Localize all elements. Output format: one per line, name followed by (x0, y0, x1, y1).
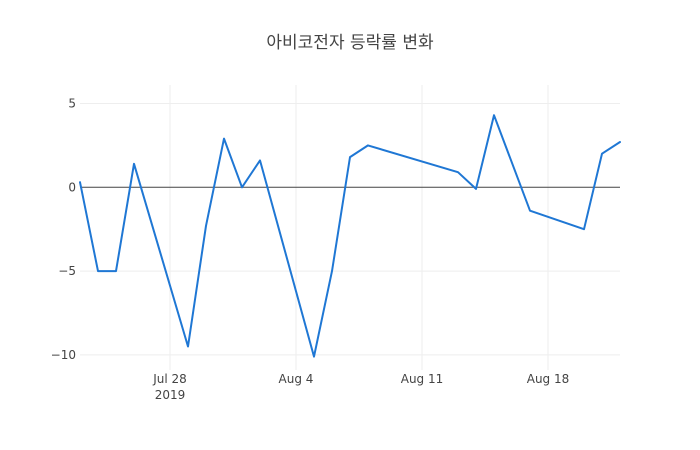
data-point[interactable] (76, 178, 84, 186)
y-tick-label-3: −10 (51, 348, 76, 362)
x-tick-label-0: Jul 28 (152, 372, 187, 386)
data-point[interactable] (364, 141, 372, 149)
data-point[interactable] (328, 267, 336, 275)
data-point[interactable] (220, 135, 228, 143)
x-tick-label-1: Aug 4 (279, 372, 314, 386)
data-point[interactable] (238, 183, 246, 191)
data-point[interactable] (202, 222, 210, 230)
data-point[interactable] (490, 111, 498, 119)
data-point[interactable] (580, 225, 588, 233)
axis-layer: Jul 28 2019 Aug 4 Aug 11 Aug 18 5 0 −5 −10 (51, 96, 620, 402)
data-point[interactable] (310, 353, 318, 361)
data-point[interactable] (472, 185, 480, 193)
data-point[interactable] (346, 153, 354, 161)
x-tick-label-2: Aug 11 (401, 372, 444, 386)
series-layer (76, 111, 624, 361)
data-point[interactable] (130, 160, 138, 168)
x-tick-label-3: Aug 18 (527, 372, 570, 386)
data-point[interactable] (256, 156, 264, 164)
y-tick-label-1: 0 (68, 180, 76, 194)
chart-title: 아비코전자 등락률 변화 (266, 33, 434, 53)
data-point[interactable] (94, 267, 102, 275)
series-line-0 (79, 114, 621, 358)
grid-layer (80, 85, 620, 370)
data-point[interactable] (598, 150, 606, 158)
data-point[interactable] (112, 267, 120, 275)
y-tick-label-2: −5 (58, 264, 76, 278)
data-point[interactable] (184, 343, 192, 351)
x-tick-sublabel-0: 2019 (155, 388, 186, 402)
data-point[interactable] (616, 138, 624, 146)
y-tick-label-0: 5 (68, 96, 76, 110)
data-point[interactable] (454, 168, 462, 176)
data-point[interactable] (526, 207, 534, 215)
